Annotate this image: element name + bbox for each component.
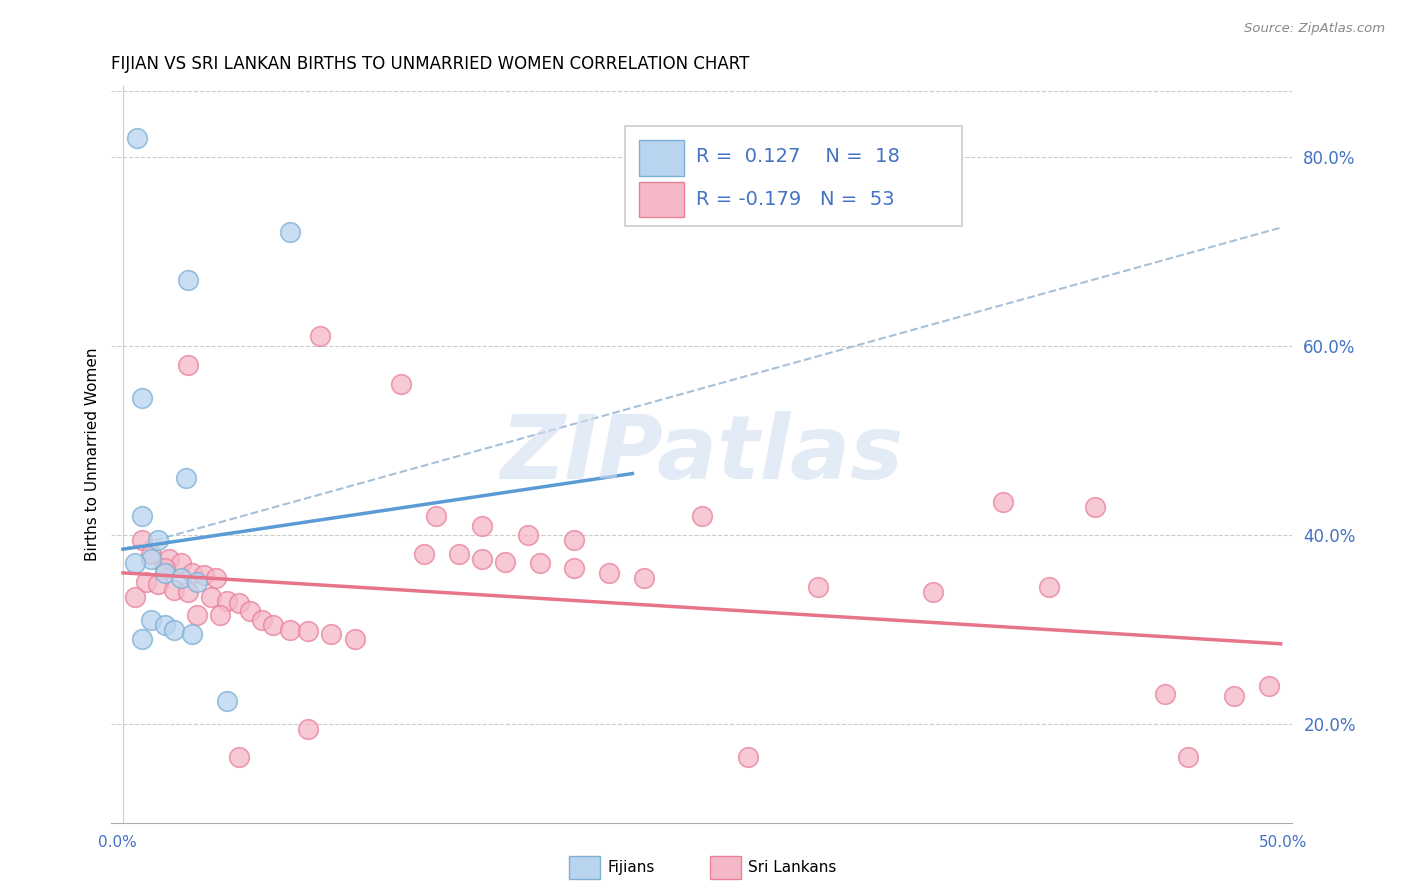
Point bbox=[124, 557, 146, 571]
FancyBboxPatch shape bbox=[640, 182, 685, 217]
Point bbox=[131, 632, 153, 646]
Point bbox=[343, 632, 366, 646]
Point bbox=[170, 571, 193, 585]
Point bbox=[125, 131, 148, 145]
Point bbox=[228, 750, 250, 764]
Text: Fijians: Fijians bbox=[607, 860, 655, 875]
Point bbox=[177, 273, 200, 287]
Text: R =  0.127    N =  18: R = 0.127 N = 18 bbox=[696, 147, 900, 166]
Point bbox=[389, 376, 412, 391]
Point bbox=[471, 518, 494, 533]
Point bbox=[263, 618, 285, 632]
Point bbox=[163, 582, 186, 597]
Point bbox=[209, 608, 232, 623]
Point bbox=[153, 618, 176, 632]
Point bbox=[529, 557, 551, 571]
Point bbox=[564, 561, 586, 575]
Point bbox=[135, 575, 157, 590]
Point bbox=[737, 750, 759, 764]
Point bbox=[308, 329, 330, 343]
Point bbox=[278, 226, 301, 240]
FancyBboxPatch shape bbox=[640, 140, 685, 176]
Point bbox=[922, 584, 945, 599]
Point bbox=[131, 533, 153, 547]
Text: ZIPatlas: ZIPatlas bbox=[501, 411, 903, 498]
Point bbox=[186, 575, 208, 590]
Point bbox=[1258, 679, 1281, 693]
Point bbox=[250, 613, 273, 627]
Point bbox=[239, 604, 262, 618]
Point bbox=[139, 613, 162, 627]
Point bbox=[517, 528, 540, 542]
Point bbox=[146, 533, 169, 547]
Point bbox=[139, 551, 162, 566]
Point bbox=[200, 590, 222, 604]
Point bbox=[1038, 580, 1060, 594]
Point bbox=[1177, 750, 1199, 764]
Point bbox=[204, 571, 226, 585]
Point bbox=[146, 577, 169, 591]
Text: Source: ZipAtlas.com: Source: ZipAtlas.com bbox=[1244, 22, 1385, 36]
Point bbox=[1223, 689, 1246, 703]
Point bbox=[564, 533, 586, 547]
Text: FIJIAN VS SRI LANKAN BIRTHS TO UNMARRIED WOMEN CORRELATION CHART: FIJIAN VS SRI LANKAN BIRTHS TO UNMARRIED… bbox=[111, 55, 749, 73]
Point bbox=[124, 590, 146, 604]
Point bbox=[991, 495, 1014, 509]
Text: 0.0%: 0.0% bbox=[98, 836, 138, 850]
Point bbox=[471, 551, 494, 566]
Point bbox=[278, 623, 301, 637]
Point bbox=[447, 547, 470, 561]
Point bbox=[494, 554, 516, 568]
Point bbox=[131, 509, 153, 524]
Point bbox=[413, 547, 436, 561]
Point bbox=[153, 561, 176, 575]
Point bbox=[163, 623, 186, 637]
Text: Sri Lankans: Sri Lankans bbox=[748, 860, 837, 875]
Point bbox=[153, 566, 176, 580]
Point bbox=[170, 557, 193, 571]
Point bbox=[177, 358, 200, 372]
Point bbox=[177, 584, 200, 599]
Point bbox=[174, 471, 197, 485]
Point bbox=[181, 627, 204, 641]
FancyBboxPatch shape bbox=[626, 127, 962, 226]
Point bbox=[228, 596, 250, 610]
Point bbox=[1154, 687, 1177, 701]
Point bbox=[217, 693, 239, 707]
Point bbox=[297, 722, 319, 736]
Point bbox=[690, 509, 713, 524]
Point bbox=[598, 566, 620, 580]
Text: 50.0%: 50.0% bbox=[1260, 836, 1308, 850]
Point bbox=[193, 567, 215, 582]
Point bbox=[321, 627, 343, 641]
Point bbox=[186, 608, 208, 623]
Point bbox=[297, 624, 319, 639]
Point bbox=[157, 551, 180, 566]
Point bbox=[807, 580, 830, 594]
Point bbox=[217, 594, 239, 608]
Y-axis label: Births to Unmarried Women: Births to Unmarried Women bbox=[86, 348, 100, 561]
Point bbox=[425, 509, 447, 524]
Point bbox=[139, 547, 162, 561]
Point bbox=[181, 566, 204, 580]
Point bbox=[131, 391, 153, 405]
Point bbox=[633, 571, 655, 585]
Text: R = -0.179   N =  53: R = -0.179 N = 53 bbox=[696, 190, 894, 209]
Point bbox=[1084, 500, 1107, 514]
